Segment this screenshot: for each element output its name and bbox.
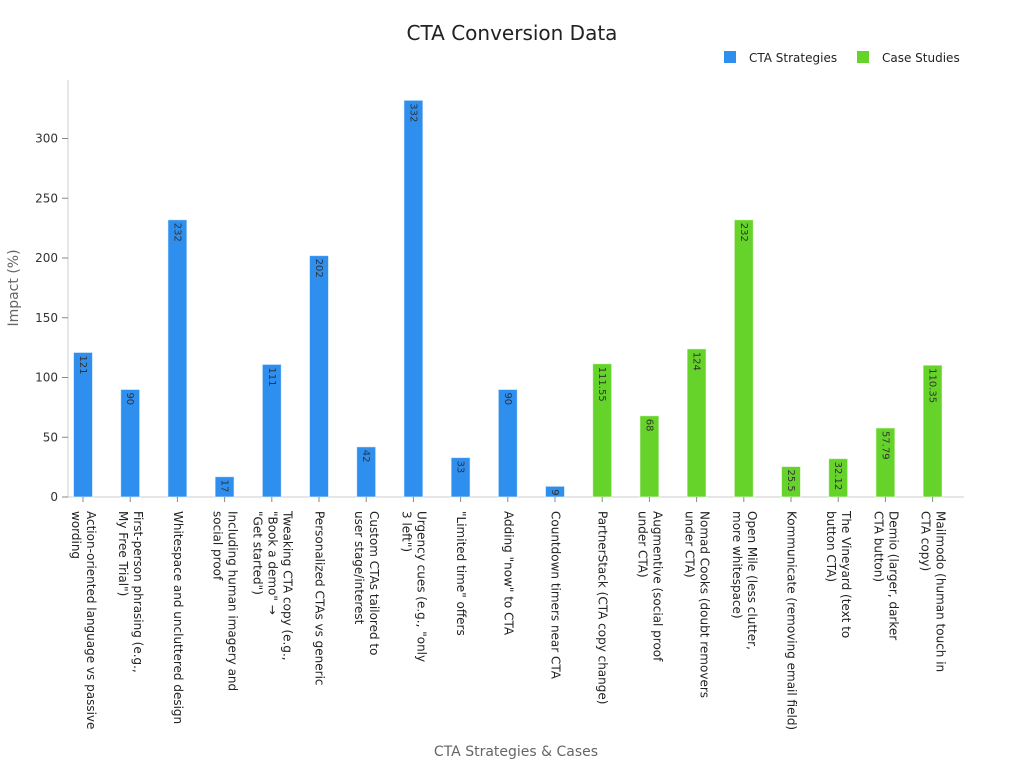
legend: CTA Strategies Case Studies xyxy=(724,51,960,65)
bar xyxy=(120,388,141,498)
x-axis-title: CTA Strategies & Cases xyxy=(434,744,598,760)
y-tick-label: 300 xyxy=(35,132,58,146)
category-label: Adding "now" to CTA xyxy=(501,511,515,636)
category-label-line: Adding "now" to CTA xyxy=(501,511,515,636)
y-tick-label: 0 xyxy=(50,490,58,504)
category-label-line: Mailmodo (human touch in xyxy=(934,511,948,672)
category-label: Urgency cues (e.g., "only3 left") xyxy=(399,511,428,662)
value-labels: 121 90 232 17 111 202 42 332 33 90 9 111.55 68 124 232… xyxy=(77,103,938,495)
category-label-line: Urgency cues (e.g., "only xyxy=(414,511,428,662)
category-label-line: Countdown timers near CTA xyxy=(549,511,563,680)
bar xyxy=(309,255,329,498)
category-label-line: "Limited time" offers xyxy=(454,511,468,636)
category-label-line: First-person phrasing (e.g., xyxy=(131,511,145,673)
bar xyxy=(497,388,518,498)
category-label: "Limited time" offers xyxy=(454,511,468,636)
category-label-line: The Vineyard (text to xyxy=(839,510,853,638)
category-label: Whitespace and uncluttered design xyxy=(171,511,185,724)
category-label: Kommunicate (removing email field) xyxy=(785,511,799,730)
category-label: Custom CTAs tailored touser stage/intere… xyxy=(352,511,381,655)
bar xyxy=(167,219,188,498)
category-label-line: "Book a demo" → xyxy=(265,511,279,615)
category-label-line: Action-oriented language vs passive xyxy=(84,511,98,729)
category-label-line: wording xyxy=(69,511,83,559)
category-label: PartnerStack (CTA copy change) xyxy=(596,511,610,704)
category-label-line: button CTA) xyxy=(824,511,838,582)
category-label-line: Kommunicate (removing email field) xyxy=(785,511,799,730)
bar-value-label: 111.55 xyxy=(596,367,607,402)
bar-value-label: 124 xyxy=(691,352,702,371)
category-labels: Action-oriented language vs passivewordi… xyxy=(69,497,948,730)
bar-value-label: 110.35 xyxy=(927,368,938,403)
y-tick-label: 150 xyxy=(35,311,58,325)
category-label-line: under CTA) xyxy=(635,511,649,578)
category-label: Countdown timers near CTA xyxy=(549,511,563,680)
category-label-line: 3 left") xyxy=(399,511,413,552)
category-label-line: user stage/interest xyxy=(352,511,366,625)
bar-value-label: 202 xyxy=(313,259,324,278)
y-axis-title: Impact (%) xyxy=(6,249,22,326)
bar-value-label: 121 xyxy=(77,355,88,374)
bar-value-label: 90 xyxy=(124,392,135,405)
bar-value-label: 25.5 xyxy=(785,470,796,492)
category-label-line: PartnerStack (CTA copy change) xyxy=(596,511,610,704)
category-label: Mailmodo (human touch inCTA copy) xyxy=(919,511,948,672)
legend-swatch-case-studies xyxy=(857,51,869,63)
bar-value-label: 232 xyxy=(738,223,749,242)
category-label: Including human imagery andsocial proof xyxy=(211,511,240,691)
category-label: The Vineyard (text tobutton CTA) xyxy=(824,510,853,638)
legend-swatch-cta-strategies xyxy=(724,51,736,63)
bar-value-label: 111 xyxy=(266,367,277,386)
bar xyxy=(733,219,754,498)
bar-value-label: 57.79 xyxy=(879,431,890,460)
category-label: First-person phrasing (e.g.,My Free Tria… xyxy=(116,511,145,673)
bar-value-label: 33 xyxy=(455,461,466,474)
category-label-line: Tweaking CTA copy (e.g., xyxy=(280,510,294,661)
y-tick-label: 200 xyxy=(35,251,58,265)
category-label: Augmentive (social proofunder CTA) xyxy=(635,511,664,662)
category-label: Personalized CTAs vs generic xyxy=(313,511,327,686)
bar-value-label: 232 xyxy=(171,223,182,242)
category-label: Action-oriented language vs passivewordi… xyxy=(69,511,98,729)
category-label-line: "Get started") xyxy=(250,511,264,595)
category-label: Open Mile (less clutter,more whitespace) xyxy=(730,511,759,650)
category-label-line: social proof xyxy=(211,511,225,581)
category-label-line: Open Mile (less clutter, xyxy=(745,511,759,650)
bar xyxy=(403,99,424,498)
legend-label-cta-strategies: CTA Strategies xyxy=(749,51,837,65)
bar-value-label: 90 xyxy=(502,392,513,405)
category-label: Tweaking CTA copy (e.g.,"Book a demo" →"… xyxy=(250,510,294,661)
bar-value-label: 32.12 xyxy=(832,462,843,491)
category-label-line: Personalized CTAs vs generic xyxy=(313,511,327,686)
category-label-line: My Free Trial") xyxy=(116,511,130,596)
category-label-line: Whitespace and uncluttered design xyxy=(171,511,185,724)
category-label-line: Augmentive (social proof xyxy=(650,511,664,662)
legend-label-case-studies: Case Studies xyxy=(882,51,960,65)
category-label-line: under CTA) xyxy=(683,511,697,578)
category-label: Demio (larger, darkerCTA button) xyxy=(871,511,900,640)
bars xyxy=(73,99,943,498)
bar-value-label: 17 xyxy=(219,480,230,493)
category-label-line: CTA button) xyxy=(871,511,885,582)
bar xyxy=(686,348,707,498)
category-label-line: more whitespace) xyxy=(730,511,744,619)
category-label-line: Custom CTAs tailored to xyxy=(367,511,381,655)
category-label-line: CTA copy) xyxy=(919,511,933,571)
y-tick-label: 100 xyxy=(35,371,58,385)
y-tick-label: 50 xyxy=(43,430,58,444)
bar-value-label: 9 xyxy=(549,489,560,495)
category-label-line: Demio (larger, darker xyxy=(886,511,900,640)
bar-value-label: 332 xyxy=(407,103,418,122)
chart-title: CTA Conversion Data xyxy=(407,21,618,45)
category-label-line: Nomad Cooks (doubt removers xyxy=(698,511,712,698)
bar-value-label: 68 xyxy=(643,419,654,432)
category-label-line: Including human imagery and xyxy=(226,511,240,691)
y-tick-label: 250 xyxy=(35,191,58,205)
y-axis-ticks: 0 50 100 150 200 250 300 xyxy=(35,132,68,504)
category-label: Nomad Cooks (doubt removersunder CTA) xyxy=(683,511,712,698)
bar-value-label: 42 xyxy=(360,450,371,463)
